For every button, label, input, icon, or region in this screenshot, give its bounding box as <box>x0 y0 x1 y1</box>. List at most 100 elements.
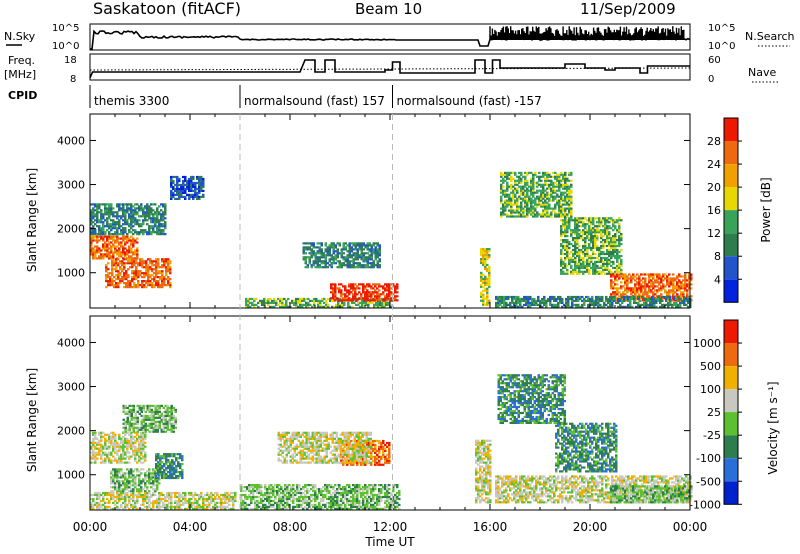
scatter-cell <box>566 201 569 204</box>
scatter-cell <box>570 213 573 216</box>
scatter-cell <box>188 179 191 183</box>
scatter-cell <box>295 303 298 306</box>
scatter-cell <box>124 223 127 226</box>
scatter-cell <box>181 459 184 462</box>
scatter-cell <box>607 297 610 301</box>
scatter-cell <box>130 213 133 216</box>
scatter-cell <box>172 193 175 196</box>
scatter-cell <box>108 451 111 454</box>
scatter-cell <box>165 474 168 478</box>
scatter-cell <box>518 211 521 214</box>
scatter-cell <box>480 277 483 280</box>
scatter-cell <box>610 279 613 282</box>
scatter-cell <box>267 297 270 301</box>
scatter-cell <box>96 211 99 214</box>
scatter-cell <box>352 293 355 296</box>
scatter-cell <box>574 231 577 234</box>
scatter-cell <box>134 253 137 256</box>
scatter-cell <box>142 215 145 218</box>
scatter-cell <box>598 229 601 232</box>
scatter-cell <box>196 187 199 191</box>
scatter-cell <box>582 237 585 240</box>
scatter-cell <box>361 305 364 308</box>
scatter-cell <box>98 447 101 450</box>
scatter-cell <box>332 248 335 251</box>
scatter-cell <box>132 476 135 479</box>
scatter-cell <box>524 209 527 212</box>
scatter-cell <box>523 295 526 299</box>
scatter-cell <box>636 281 639 284</box>
scatter-cell <box>172 195 175 198</box>
scatter-cell <box>618 235 621 238</box>
scatter-cell <box>140 422 143 425</box>
scatter-cell <box>622 275 625 278</box>
scatter-cell <box>166 412 169 415</box>
scatter-cell <box>602 252 605 256</box>
scatter-cell <box>545 305 548 308</box>
scatter-cell <box>344 461 347 464</box>
scatter-cell <box>253 299 256 302</box>
scatter-cell <box>140 486 143 489</box>
scatter-cell <box>155 455 158 458</box>
scatter-cell <box>356 264 359 267</box>
scatter-cell <box>142 461 145 464</box>
scatter-cell <box>366 291 369 294</box>
scatter-cell <box>538 179 541 182</box>
scatter-cell <box>542 205 545 208</box>
scatter-cell <box>660 287 663 290</box>
scatter-cell <box>606 241 609 244</box>
scatter-cell <box>112 221 115 224</box>
scatter-cell <box>342 262 345 265</box>
scatter-cell <box>120 447 123 450</box>
scatter-cell <box>283 303 286 306</box>
scatter-cell <box>354 262 357 265</box>
scatter-cell <box>104 439 107 442</box>
scatter-cell <box>582 244 585 248</box>
scatter-cell <box>104 433 107 436</box>
scatter-cell <box>130 437 133 440</box>
scatter-cell <box>152 203 155 206</box>
scatter-cell <box>348 293 351 296</box>
scatter-cell <box>630 293 633 296</box>
scatter-cell <box>582 217 585 220</box>
scatter-cell <box>126 223 129 226</box>
scatter-cell <box>94 219 97 222</box>
scatter-cell <box>134 459 137 462</box>
scatter-cell <box>342 455 345 458</box>
scatter-cell <box>526 193 529 196</box>
scatter-cell <box>121 264 124 267</box>
scatter-cell <box>94 203 97 206</box>
scatter-cell <box>313 303 316 306</box>
scatter-cell <box>566 187 569 190</box>
scatter-cell <box>544 209 547 212</box>
scatter-cell <box>584 266 587 269</box>
scatter-cell <box>156 424 159 427</box>
scatter-cell <box>626 283 629 286</box>
scatter-cell <box>594 241 597 244</box>
scatter-cell <box>102 231 105 234</box>
scatter-cell <box>365 301 368 304</box>
scatter-cell <box>161 474 164 478</box>
scatter-cell <box>150 217 153 220</box>
scatter-cell <box>566 195 569 198</box>
scatter-cell <box>312 246 315 249</box>
scatter-cell <box>138 209 141 212</box>
scatter-cell <box>114 435 117 438</box>
scatter-cell <box>170 193 173 196</box>
scatter-cell <box>366 295 369 298</box>
scatter-cell <box>538 197 541 200</box>
scatter-cell <box>125 276 128 279</box>
scatter-cell <box>122 215 125 218</box>
scatter-cell <box>575 297 578 301</box>
scatter-cell <box>104 235 107 238</box>
scatter-cell <box>113 262 116 265</box>
scatter-cell <box>157 286 160 289</box>
scatter-cell <box>636 277 639 280</box>
scatter-cell <box>344 439 347 443</box>
scatter-cell <box>118 255 121 258</box>
scatter-cell <box>620 233 623 236</box>
scatter-cell <box>152 416 155 419</box>
scatter-cell <box>156 412 159 415</box>
scatter-cell <box>534 213 537 216</box>
scatter-cell <box>316 250 319 253</box>
